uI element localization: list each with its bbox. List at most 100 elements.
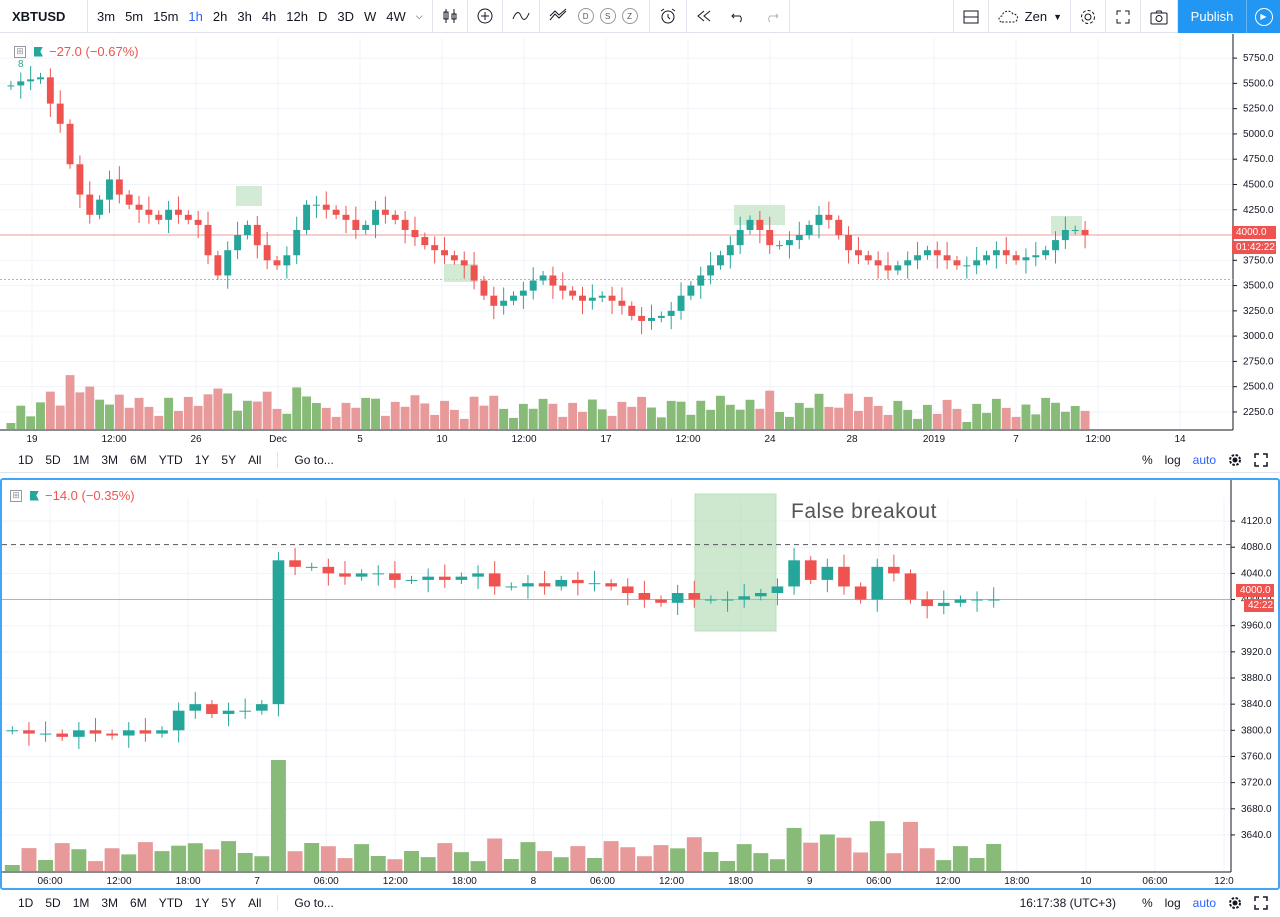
bottom-log-toggle[interactable]: log xyxy=(1164,896,1181,910)
top-chart-pane[interactable]: 5750.0 5500.0 5250.0 5000.0 4750.0 4500.0 4250… xyxy=(0,34,1280,446)
top-volume-bar xyxy=(449,409,459,429)
snapshot-button[interactable] xyxy=(1141,0,1178,33)
top-candle xyxy=(204,224,212,256)
range-5d[interactable]: 5D xyxy=(45,896,61,910)
top-candle xyxy=(500,300,508,306)
alert-button[interactable] xyxy=(650,0,687,33)
gear-icon[interactable] xyxy=(1228,896,1242,910)
range-5y[interactable]: 5Y xyxy=(221,452,237,467)
top-highlight-zone[interactable] xyxy=(1051,216,1082,234)
range-1y[interactable]: 1Y xyxy=(194,452,210,467)
top-volume-bar xyxy=(440,400,449,429)
interval-w[interactable]: W xyxy=(364,8,377,24)
interval-15m[interactable]: 15m xyxy=(153,8,179,24)
layout-button[interactable] xyxy=(952,0,989,33)
top-log-toggle[interactable]: log xyxy=(1164,452,1181,467)
range-1m[interactable]: 1M xyxy=(72,896,90,910)
interval-3m[interactable]: 3m xyxy=(97,8,116,24)
range-6m[interactable]: 6M xyxy=(130,896,147,910)
interval-4w[interactable]: 4W xyxy=(386,8,406,24)
bot-candle xyxy=(189,704,202,711)
interval-3h[interactable]: 3h xyxy=(237,8,252,24)
interval-4h[interactable]: 4h xyxy=(261,8,277,24)
fullscreen-button[interactable] xyxy=(1106,0,1141,33)
top-candle xyxy=(618,300,626,306)
chart-style-button[interactable] xyxy=(433,0,468,33)
top-goto-button[interactable]: Go to... xyxy=(294,452,334,467)
interval-12h[interactable]: 12h xyxy=(286,8,308,24)
interval-5m[interactable]: 5m xyxy=(125,8,144,24)
bot-candle xyxy=(821,566,834,580)
publish-button[interactable]: Publish xyxy=(1178,0,1246,33)
bottom-chart[interactable]: 4120.0 4080.0 4040.0 4000.0 3960.0 3920.0 3880… xyxy=(2,480,1278,888)
symbol-search[interactable]: XBTUSD xyxy=(0,0,88,33)
top-volume-bar xyxy=(804,407,814,429)
top-volume-bar xyxy=(144,406,154,429)
top-highlight-zone[interactable] xyxy=(444,264,478,282)
compare-button[interactable] xyxy=(468,0,503,33)
interval-1h[interactable]: 1h xyxy=(188,8,203,24)
interval-2h[interactable]: 2h xyxy=(212,8,228,24)
indicator-s-button[interactable]: S xyxy=(599,8,616,24)
expand-icon[interactable] xyxy=(1254,896,1268,910)
range-6m[interactable]: 6M xyxy=(130,452,147,467)
top-highlight-zone[interactable] xyxy=(236,186,262,206)
interval-3d[interactable]: 3D xyxy=(337,8,355,24)
indicators-button[interactable] xyxy=(503,0,540,33)
gear-icon[interactable] xyxy=(1228,453,1242,467)
false-breakout-zone[interactable] xyxy=(694,493,777,632)
collapse-icon[interactable]: ⊞ xyxy=(14,45,26,58)
range-5d[interactable]: 5D xyxy=(45,452,61,467)
top-volume-bar xyxy=(745,399,755,429)
indicator-z-button[interactable]: Z xyxy=(621,8,638,24)
interval-d[interactable]: D xyxy=(318,8,328,24)
range-5y[interactable]: 5Y xyxy=(221,896,237,910)
bot-x-tick: 18:00 xyxy=(1004,876,1029,887)
top-volume-bar xyxy=(617,401,627,429)
top-candle xyxy=(125,194,133,205)
range-3m[interactable]: 3M xyxy=(101,896,119,910)
bottom-percent-toggle[interactable]: % xyxy=(1141,896,1153,910)
range-1m[interactable]: 1M xyxy=(72,452,90,467)
range-ytd[interactable]: YTD xyxy=(158,452,183,467)
layout-name-dropdown[interactable]: Zen ▼ xyxy=(989,0,1071,33)
bot-candle xyxy=(372,573,385,575)
bottom-auto-toggle[interactable]: auto xyxy=(1192,896,1216,910)
range-1y[interactable]: 1Y xyxy=(194,896,210,910)
redo-button[interactable] xyxy=(755,0,790,33)
range-1d[interactable]: 1D xyxy=(18,896,34,910)
bot-candle xyxy=(455,576,468,580)
top-candle xyxy=(539,275,547,281)
replay-button[interactable] xyxy=(687,0,721,33)
top-auto-toggle[interactable]: auto xyxy=(1192,452,1216,467)
top-candle xyxy=(608,295,616,301)
undo-button[interactable] xyxy=(721,0,755,33)
bot-volume-bar xyxy=(803,842,819,871)
bottom-chart-pane[interactable]: 4120.0 4080.0 4040.0 4000.0 3960.0 3920.0 3880… xyxy=(0,478,1280,890)
range-all[interactable]: All xyxy=(248,896,262,910)
bottom-goto-button[interactable]: Go to... xyxy=(294,896,334,910)
range-all[interactable]: All xyxy=(248,452,262,467)
bot-candle xyxy=(156,730,168,734)
bot-candle xyxy=(921,599,933,607)
indicator-d-button[interactable]: D xyxy=(577,8,594,24)
false-breakout-annotation[interactable]: False breakout xyxy=(791,500,937,523)
play-button[interactable]: ▶ xyxy=(1246,0,1280,33)
collapse-icon[interactable]: ⊞ xyxy=(10,489,22,502)
financials-button[interactable]: D S Z xyxy=(540,0,650,33)
top-chart[interactable]: 5750.0 5500.0 5250.0 5000.0 4750.0 4500.0 4250… xyxy=(0,34,1280,446)
chevron-down-icon[interactable]: ⌵ xyxy=(415,10,423,21)
top-candle xyxy=(86,194,94,215)
bot-volume-bar xyxy=(836,837,852,871)
top-percent-toggle[interactable]: % xyxy=(1141,452,1153,467)
top-volume-bar xyxy=(311,403,321,429)
top-candle xyxy=(795,235,803,241)
top-volume-bar xyxy=(341,402,351,429)
top-candle xyxy=(835,219,843,236)
range-1d[interactable]: 1D xyxy=(18,452,34,467)
expand-icon[interactable] xyxy=(1254,452,1268,467)
range-3m[interactable]: 3M xyxy=(101,452,119,467)
range-ytd[interactable]: YTD xyxy=(158,896,183,910)
settings-button[interactable] xyxy=(1071,0,1106,33)
bottom-range-list: 1D 5D 1M 3M 6M YTD 1Y 5Y All xyxy=(0,896,267,910)
